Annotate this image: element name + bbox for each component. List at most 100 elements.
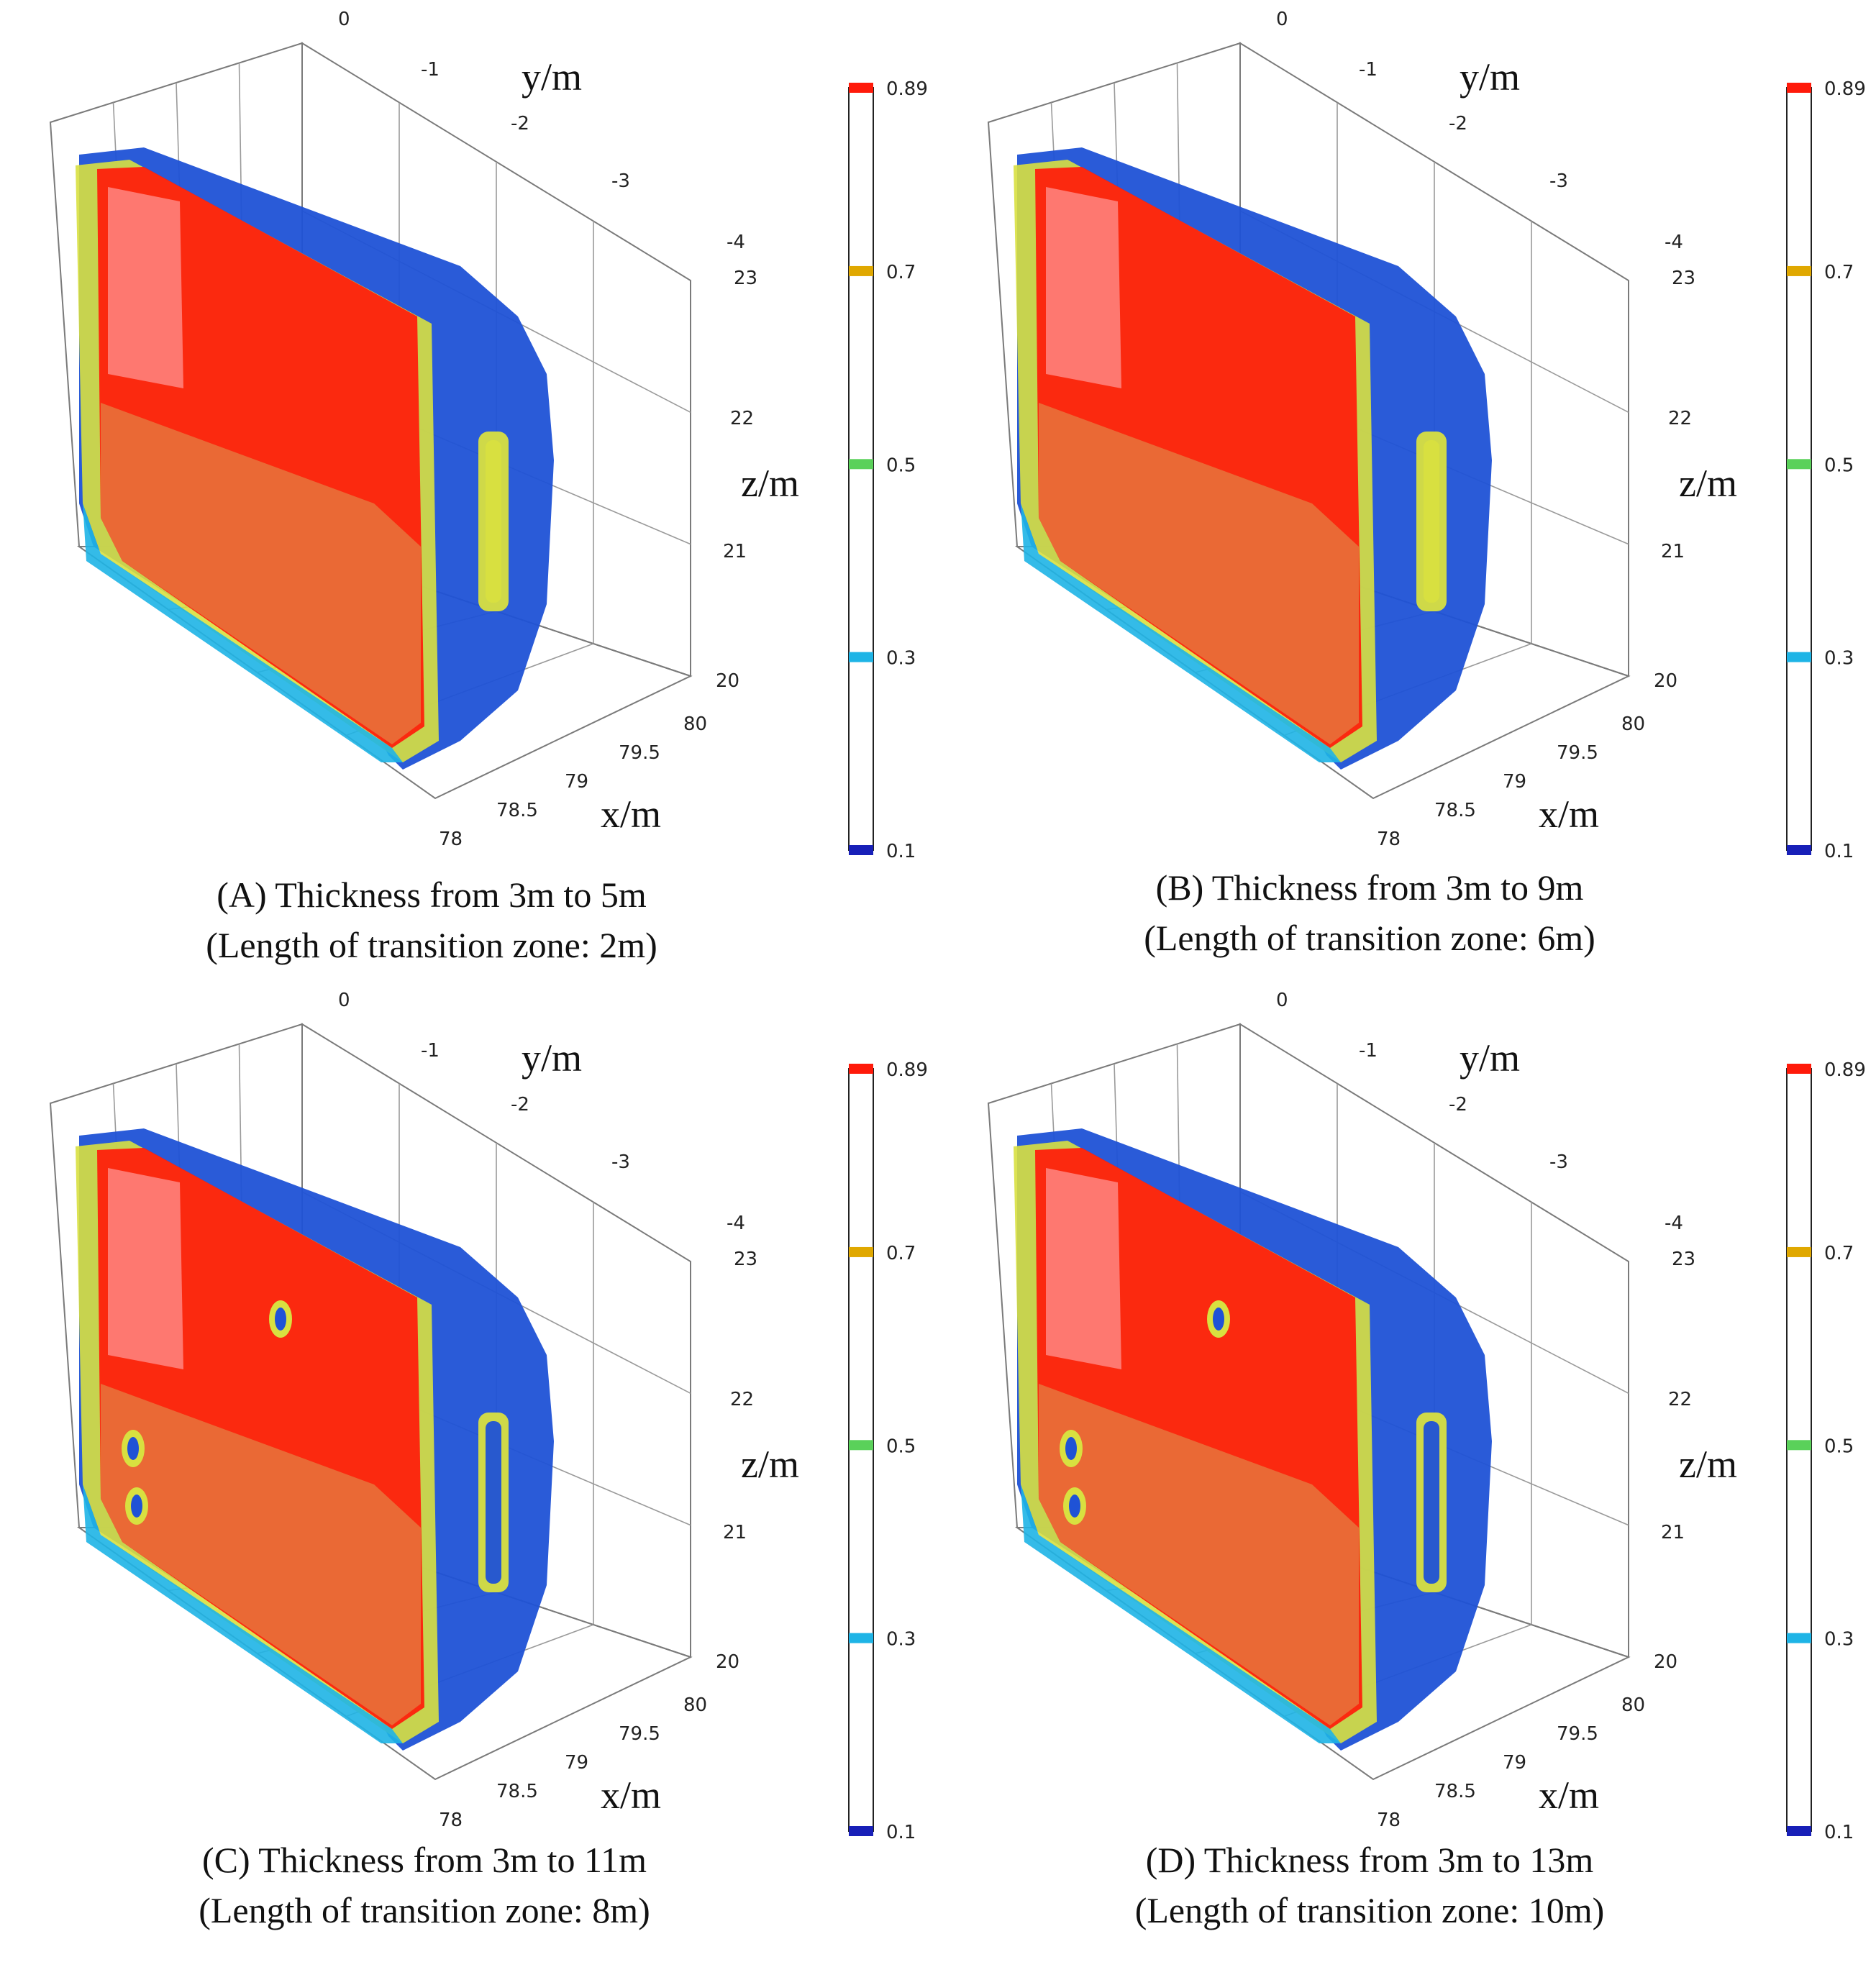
bottom-edge-cyan [1021, 1484, 1341, 1743]
y-axis-title: y/m [1460, 1036, 1520, 1080]
panel-d: 0 -1 -2 -3 -4 23 22 21 20 78 78.5 79 79.5 80 y/m z/m x/m… [938, 981, 1876, 1962]
caption-b-line1: (B) Thickness from 3m to 9m [1155, 867, 1584, 908]
panel-b: 0 -1 -2 -3 -4 23 22 21 20 78 78.5 79 79.5 80 y/m z/m x/m… [938, 0, 1876, 981]
z-axis-title: z/m [741, 1443, 799, 1486]
z-tick-label: 20 [716, 670, 739, 692]
colorbar-tick-label: 0.3 [1824, 648, 1854, 670]
hotspot-core [1069, 1495, 1080, 1518]
plot-d: 0 -1 -2 -3 -4 23 22 21 20 78 78.5 79 79.5 80 y/m z/m x/m… [987, 990, 1866, 1843]
z-tick-label: 23 [734, 268, 757, 289]
x-tick-label: 79.5 [1557, 742, 1598, 764]
y-tick-label: -2 [1449, 1094, 1467, 1115]
colorbar: 0.89 0.7 0.5 0.3 0.1 [848, 78, 928, 862]
plot-b: 0 -1 -2 -3 -4 23 22 21 20 78 78.5 79 79.5 80 y/m z/m x/m… [987, 9, 1866, 862]
caption-d-line1: (D) Thickness from 3m to 13m [1145, 1840, 1594, 1880]
y-tick-label: 0 [1276, 9, 1288, 30]
z-tick-label: 22 [730, 408, 754, 429]
hotspot-core [1065, 1437, 1077, 1460]
z-tick-label: 22 [1668, 408, 1692, 429]
lower-face-orange [101, 1384, 421, 1725]
colorbar-tick-mark [849, 459, 873, 470]
colorbar-tick-mark [1787, 1440, 1811, 1451]
tunnel-body [76, 1128, 554, 1751]
colorbar-tick-label: 0.1 [886, 1822, 916, 1843]
z-tick-label: 21 [723, 1522, 747, 1543]
inner-highlight [1046, 187, 1121, 388]
x-tick-label: 79.5 [619, 1723, 660, 1745]
x-tick-label: 78 [439, 829, 463, 850]
z-tick-label: 23 [734, 1249, 757, 1270]
y-axis-title: y/m [1460, 55, 1520, 99]
plot-c: 0 -1 -2 -3 -4 23 22 21 20 78 78.5 79 79.5 80 y/m z/m x/m… [49, 990, 928, 1843]
z-axis-title: z/m [1679, 1443, 1737, 1486]
colorbar-tick-label: 0.5 [886, 455, 916, 476]
tunnel-body [1014, 147, 1492, 770]
lower-face-orange [1039, 403, 1359, 744]
caption-b-line2: (Length of transition zone: 6m) [1144, 918, 1595, 958]
colorbar: 0.89 0.7 0.5 0.3 0.1 [1786, 78, 1866, 862]
tunnel-body [1014, 1128, 1492, 1751]
colorbar-tick-label: 0.7 [1824, 1243, 1854, 1264]
caption-d-line2: (Length of transition zone: 10m) [1134, 1890, 1605, 1930]
y-tick-label: -3 [1549, 1151, 1568, 1173]
colorbar-tick-label: 0.89 [1824, 78, 1866, 100]
z-tick-label: 21 [1661, 1522, 1685, 1543]
y-tick-label: 0 [338, 990, 350, 1011]
z-tick-label: 20 [1654, 670, 1677, 692]
colorbar-tick-label: 0.1 [1824, 841, 1854, 862]
panel-a: 0 -1 -2 -3 -4 23 22 21 20 78 78.5 79 79.5 80 y/m z/m x/m… [0, 0, 938, 981]
side-slot-inner [1424, 440, 1439, 603]
colorbar: 0.89 0.7 0.5 0.3 0.1 [848, 1059, 928, 1843]
y-tick-label: -3 [1549, 170, 1568, 192]
y-tick-label: -4 [1665, 232, 1683, 253]
x-tick-label: 78.5 [496, 800, 538, 821]
x-tick-label: 79 [565, 1752, 588, 1774]
colorbar-tick-label: 0.3 [886, 1629, 916, 1651]
z-axis-title: z/m [741, 462, 799, 505]
colorbar-tick-label: 0.5 [1824, 1436, 1854, 1457]
colorbar-tick-label: 0.7 [886, 262, 916, 283]
hotspot-core [275, 1308, 286, 1331]
y-tick-label: -4 [1665, 1213, 1683, 1234]
colorbar-tick-label: 0.7 [1824, 262, 1854, 283]
colorbar-tick-label: 0.89 [1824, 1059, 1866, 1081]
x-tick-label: 80 [683, 1694, 707, 1716]
colorbar-tick-mark [1787, 845, 1811, 855]
y-tick-label: 0 [1276, 990, 1288, 1011]
x-tick-label: 78 [1377, 829, 1401, 850]
caption-a-line2: (Length of transition zone: 2m) [206, 925, 657, 965]
z-tick-label: 21 [723, 541, 747, 562]
inner-highlight [1046, 1168, 1121, 1369]
caption-c-line1: (C) Thickness from 3m to 11m [202, 1840, 647, 1880]
y-tick-label: -1 [421, 59, 440, 81]
y-tick-label: -2 [1449, 113, 1467, 134]
z-tick-label: 22 [730, 1389, 754, 1410]
y-tick-label: -1 [1359, 1040, 1378, 1062]
colorbar-tick-mark [1787, 83, 1811, 93]
x-tick-label: 78 [1377, 1810, 1401, 1831]
x-tick-label: 79 [1503, 771, 1526, 793]
colorbar-tick-mark [849, 1633, 873, 1643]
colorbar-tick-mark [849, 652, 873, 662]
y-tick-label: -3 [611, 170, 630, 192]
x-tick-label: 79 [1503, 1752, 1526, 1774]
colorbar-tick-mark [1787, 459, 1811, 470]
colorbar-tick-label: 0.89 [886, 78, 928, 100]
colorbar-tick-label: 0.1 [1824, 1822, 1854, 1843]
colorbar-tick-mark [849, 1246, 873, 1257]
hotspot-core [127, 1437, 139, 1460]
x-tick-label: 78.5 [1434, 1781, 1476, 1802]
inner-highlight [108, 187, 183, 388]
colorbar-tick-label: 0.89 [886, 1059, 928, 1081]
x-axis-title: x/m [601, 793, 661, 836]
y-tick-label: -4 [727, 1213, 745, 1234]
y-axis-title: y/m [522, 1036, 582, 1080]
x-tick-label: 78.5 [496, 1781, 538, 1802]
x-tick-label: 79.5 [1557, 1723, 1598, 1745]
x-tick-label: 79.5 [619, 742, 660, 764]
colorbar-tick-mark [1787, 1826, 1811, 1836]
panel-c: 0 -1 -2 -3 -4 23 22 21 20 78 78.5 79 79.5 80 y/m z/m x/m… [0, 981, 938, 1962]
y-tick-label: -1 [421, 1040, 440, 1062]
x-tick-label: 80 [1621, 1694, 1645, 1716]
z-tick-label: 23 [1672, 1249, 1695, 1270]
